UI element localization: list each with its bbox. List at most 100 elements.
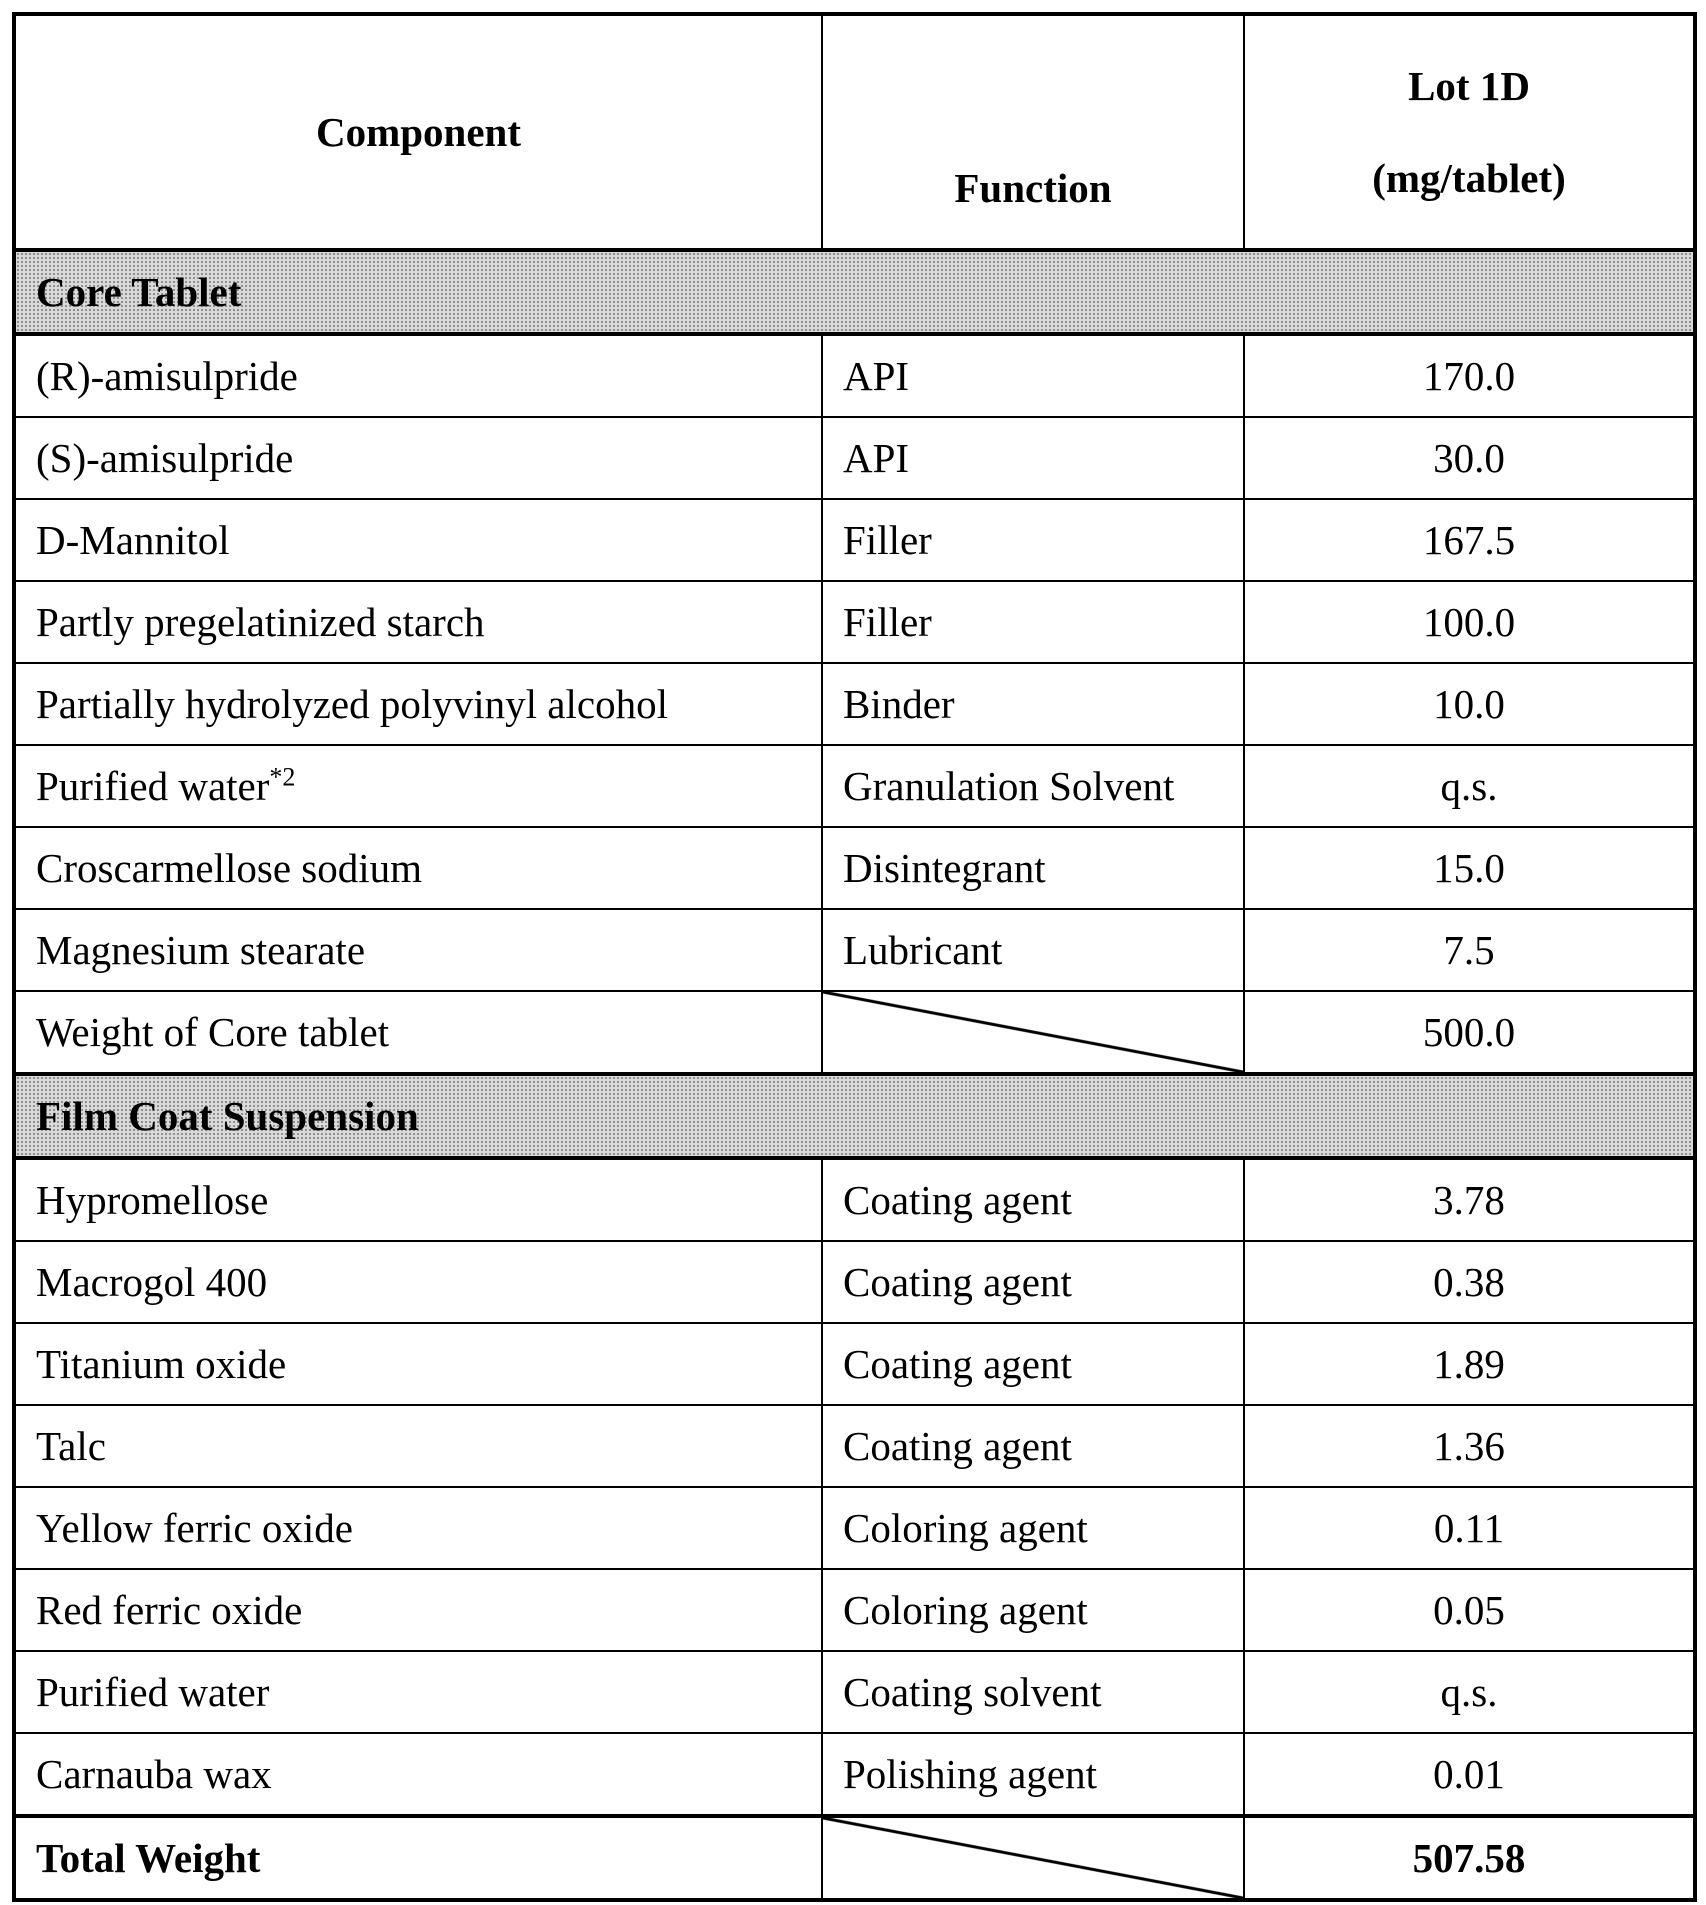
- value-cell: 500.0: [1244, 991, 1695, 1074]
- table-row: (S)-amisulpride API 30.0: [14, 417, 1695, 499]
- value-cell: 167.5: [1244, 499, 1695, 581]
- function-cell: Granulation Solvent: [822, 745, 1244, 827]
- section-row: Film Coat Suspension: [14, 1074, 1695, 1158]
- table-row: Hypromellose Coating agent 3.78: [14, 1158, 1695, 1241]
- header-lot-unit: (mg/tablet): [1372, 155, 1566, 201]
- table-row: Partly pregelatinized starch Filler 100.…: [14, 581, 1695, 663]
- component-name: Red ferric oxide: [36, 1587, 302, 1633]
- table-row: Magnesium stearate Lubricant 7.5: [14, 909, 1695, 991]
- function-cell: Coating solvent: [822, 1651, 1244, 1733]
- value-cell: 0.01: [1244, 1733, 1695, 1816]
- component-name: Partially hydrolyzed polyvinyl alcohol: [36, 681, 668, 727]
- component-name: Purified water: [36, 763, 269, 809]
- table-row: Croscarmellose sodium Disintegrant 15.0: [14, 827, 1695, 909]
- component-cell: Yellow ferric oxide: [14, 1487, 822, 1569]
- value-cell: 30.0: [1244, 417, 1695, 499]
- component-cell: Hypromellose: [14, 1158, 822, 1241]
- table-row: Titanium oxide Coating agent 1.89: [14, 1323, 1695, 1405]
- value-cell: 1.36: [1244, 1405, 1695, 1487]
- component-cell: Talc: [14, 1405, 822, 1487]
- component-name: Macrogol 400: [36, 1259, 267, 1305]
- value-cell: 0.05: [1244, 1569, 1695, 1651]
- function-cell: Coloring agent: [822, 1487, 1244, 1569]
- function-cell: Lubricant: [822, 909, 1244, 991]
- value-cell: 10.0: [1244, 663, 1695, 745]
- table-row: Yellow ferric oxide Coloring agent 0.11: [14, 1487, 1695, 1569]
- table-row: Carnauba wax Polishing agent 0.01: [14, 1733, 1695, 1816]
- formulation-table: Component Function Lot 1D (mg/tablet) Cor…: [12, 12, 1697, 1902]
- total-label: Total Weight: [14, 1816, 822, 1900]
- function-cell: Polishing agent: [822, 1733, 1244, 1816]
- function-cell: Coating agent: [822, 1405, 1244, 1487]
- header-row: Component Function Lot 1D (mg/tablet): [14, 14, 1695, 250]
- component-cell: Red ferric oxide: [14, 1569, 822, 1651]
- header-lot-name: Lot 1D: [1408, 63, 1530, 109]
- function-cell: [822, 991, 1244, 1074]
- function-cell: Disintegrant: [822, 827, 1244, 909]
- value-cell: 100.0: [1244, 581, 1695, 663]
- table-row: Partially hydrolyzed polyvinyl alcohol B…: [14, 663, 1695, 745]
- component-cell: Purified water*2: [14, 745, 822, 827]
- value-cell: 170.0: [1244, 334, 1695, 417]
- component-cell: Partly pregelatinized starch: [14, 581, 822, 663]
- component-cell: Purified water: [14, 1651, 822, 1733]
- header-lot: Lot 1D (mg/tablet): [1244, 14, 1695, 250]
- function-cell: Coating agent: [822, 1158, 1244, 1241]
- table-row: Talc Coating agent 1.36: [14, 1405, 1695, 1487]
- value-cell: q.s.: [1244, 1651, 1695, 1733]
- component-cell: (S)-amisulpride: [14, 417, 822, 499]
- function-cell: API: [822, 334, 1244, 417]
- component-name: Yellow ferric oxide: [36, 1505, 353, 1551]
- value-cell: 1.89: [1244, 1323, 1695, 1405]
- table-row: (R)-amisulpride API 170.0: [14, 334, 1695, 417]
- value-cell: 3.78: [1244, 1158, 1695, 1241]
- header-component: Component: [14, 14, 822, 250]
- component-cell: Weight of Core tablet: [14, 991, 822, 1074]
- component-cell: Croscarmellose sodium: [14, 827, 822, 909]
- function-cell: Coloring agent: [822, 1569, 1244, 1651]
- component-name: Magnesium stearate: [36, 927, 365, 973]
- total-value: 507.58: [1244, 1816, 1695, 1900]
- component-name: Hypromellose: [36, 1177, 268, 1223]
- value-cell: q.s.: [1244, 745, 1695, 827]
- function-cell: Coating agent: [822, 1323, 1244, 1405]
- component-cell: Magnesium stearate: [14, 909, 822, 991]
- component-name: Talc: [36, 1423, 106, 1469]
- function-cell: Binder: [822, 663, 1244, 745]
- component-cell: Partially hydrolyzed polyvinyl alcohol: [14, 663, 822, 745]
- section-row: Core Tablet: [14, 250, 1695, 334]
- table-row: Macrogol 400 Coating agent 0.38: [14, 1241, 1695, 1323]
- table-row: D-Mannitol Filler 167.5: [14, 499, 1695, 581]
- footnote-marker: *2: [269, 762, 295, 791]
- component-cell: Macrogol 400: [14, 1241, 822, 1323]
- table-row: Purified water Coating solvent q.s.: [14, 1651, 1695, 1733]
- total-row: Total Weight 507.58: [14, 1816, 1695, 1900]
- component-cell: Titanium oxide: [14, 1323, 822, 1405]
- component-name: (R)-amisulpride: [36, 353, 298, 399]
- section-title: Film Coat Suspension: [14, 1074, 1695, 1158]
- component-name: Carnauba wax: [36, 1751, 272, 1797]
- section-title: Core Tablet: [14, 250, 1695, 334]
- value-cell: 0.11: [1244, 1487, 1695, 1569]
- component-name: Titanium oxide: [36, 1341, 286, 1387]
- component-name: Weight of Core tablet: [36, 1009, 389, 1055]
- component-name: Purified water: [36, 1669, 269, 1715]
- component-cell: (R)-amisulpride: [14, 334, 822, 417]
- value-cell: 0.38: [1244, 1241, 1695, 1323]
- component-name: D-Mannitol: [36, 517, 230, 563]
- table-row: Red ferric oxide Coloring agent 0.05: [14, 1569, 1695, 1651]
- component-name: Partly pregelatinized starch: [36, 599, 485, 645]
- function-cell: Filler: [822, 581, 1244, 663]
- table-row: Weight of Core tablet 500.0: [14, 991, 1695, 1074]
- function-cell: API: [822, 417, 1244, 499]
- table-row: Purified water*2 Granulation Solvent q.s…: [14, 745, 1695, 827]
- function-cell: Filler: [822, 499, 1244, 581]
- component-name: Croscarmellose sodium: [36, 845, 422, 891]
- component-cell: D-Mannitol: [14, 499, 822, 581]
- component-name: (S)-amisulpride: [36, 435, 293, 481]
- header-function: Function: [822, 14, 1244, 250]
- value-cell: 7.5: [1244, 909, 1695, 991]
- function-cell: Coating agent: [822, 1241, 1244, 1323]
- value-cell: 15.0: [1244, 827, 1695, 909]
- total-function-cell: [822, 1816, 1244, 1900]
